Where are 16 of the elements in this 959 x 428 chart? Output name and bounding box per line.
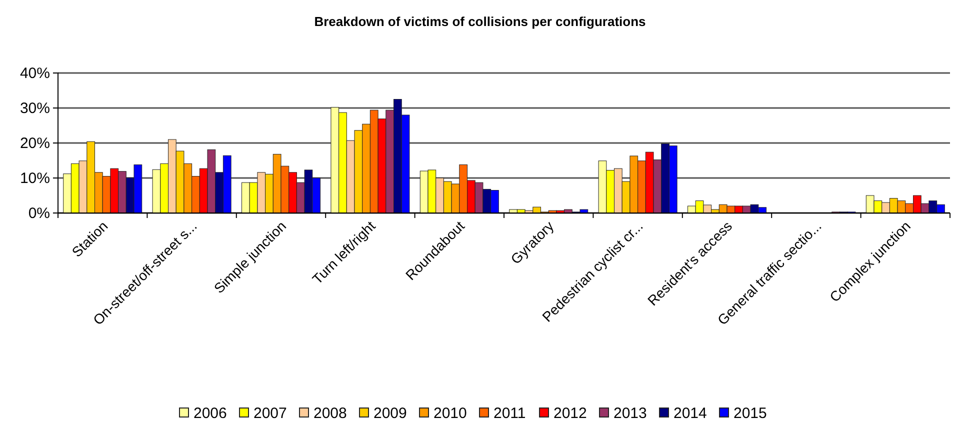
- legend-label: 2013: [614, 405, 647, 422]
- legend-label: 2012: [554, 405, 587, 422]
- legend-label: 2014: [674, 405, 707, 422]
- legend-label: 2011: [494, 405, 526, 422]
- legend-label: 2008: [314, 405, 347, 422]
- legend-label: 2006: [194, 405, 227, 422]
- legend-label: 2015: [734, 405, 767, 422]
- y-tick-label: 40%: [20, 64, 50, 82]
- legend-label: 2007: [254, 405, 287, 422]
- chart-title: Breakdown of victims of collisions per configurations: [314, 14, 646, 29]
- legend-label: 2009: [374, 405, 407, 422]
- y-tick-label: 30%: [20, 100, 50, 117]
- y-tick-label: 0%: [28, 204, 50, 222]
- y-tick-label: 10%: [20, 170, 50, 187]
- legend-label: 2010: [434, 405, 467, 422]
- y-tick-label: 20%: [20, 134, 50, 152]
